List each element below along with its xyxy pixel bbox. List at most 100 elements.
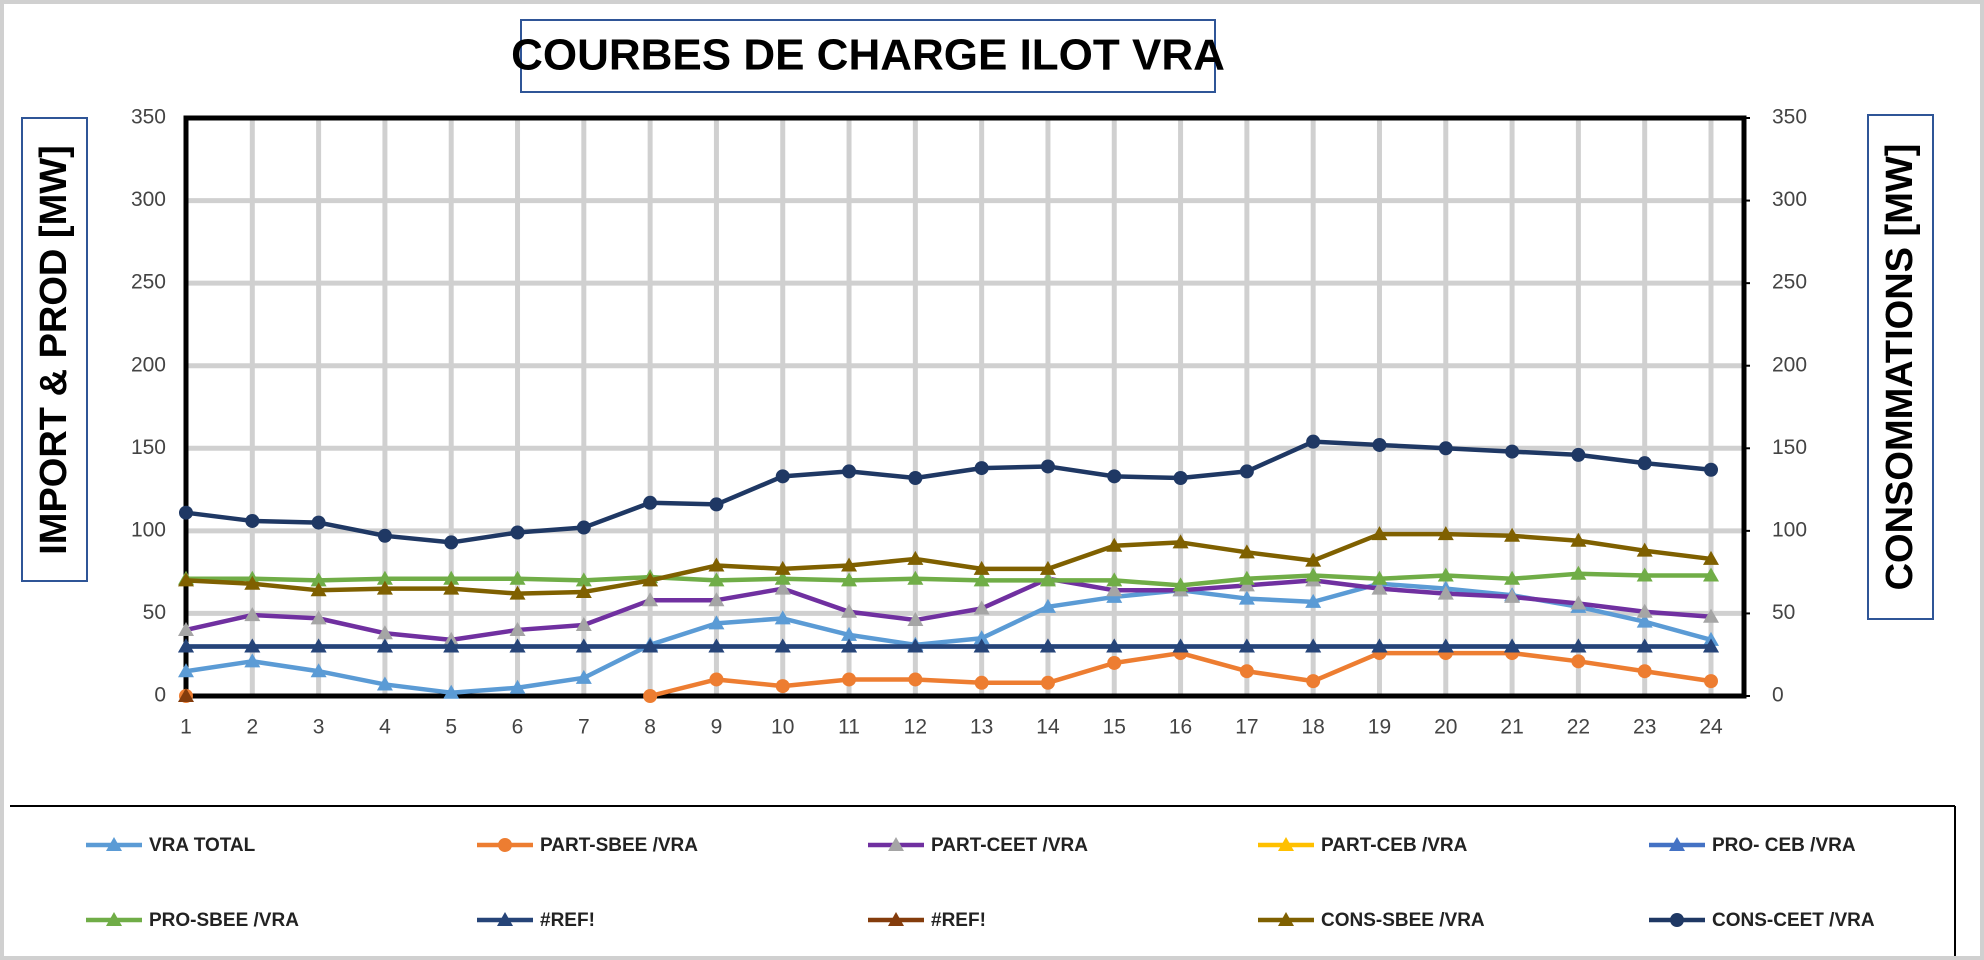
point <box>178 572 194 587</box>
point <box>709 672 724 687</box>
point <box>973 630 990 645</box>
y-tick-label: 150 <box>131 436 166 459</box>
legend-label: VRA TOTAL <box>149 835 256 856</box>
point <box>774 638 791 653</box>
legend-label: CONS-SBEE /VRA <box>1321 910 1485 931</box>
point <box>774 560 791 575</box>
point <box>1504 527 1521 542</box>
point <box>1636 638 1653 653</box>
point <box>1040 675 1055 690</box>
y-label-box <box>21 117 88 582</box>
x-tick-label: 2 <box>246 716 258 739</box>
point <box>1371 638 1388 653</box>
x-tick-label: 6 <box>512 716 524 739</box>
point <box>244 607 261 622</box>
point <box>775 469 790 484</box>
point <box>1106 572 1123 587</box>
point <box>1172 534 1189 549</box>
point <box>1703 550 1719 565</box>
legend-marker <box>106 912 122 926</box>
point <box>907 612 924 627</box>
point <box>1106 582 1123 597</box>
point <box>509 638 526 653</box>
point <box>1371 580 1388 595</box>
x-tick-label: 7 <box>578 716 590 739</box>
point <box>708 638 725 653</box>
point <box>908 672 923 687</box>
point <box>310 582 327 597</box>
y-tick-label: 250 <box>131 271 166 294</box>
point <box>575 616 592 631</box>
y2-tick-label: 150 <box>1772 436 1807 459</box>
point <box>1571 447 1586 462</box>
point <box>1504 638 1521 653</box>
y2-tick-label: 100 <box>1772 518 1807 541</box>
point <box>1437 585 1454 600</box>
legend-marker <box>1670 913 1684 927</box>
series-line <box>185 576 1712 643</box>
x-tick-label: 9 <box>711 716 723 739</box>
point <box>310 610 327 625</box>
point <box>1039 638 1056 653</box>
point <box>1040 459 1055 474</box>
point <box>1371 526 1388 541</box>
point <box>1172 638 1189 653</box>
point <box>1107 469 1122 484</box>
x-tick-label: 19 <box>1368 716 1391 739</box>
point <box>908 471 923 486</box>
point <box>907 550 924 565</box>
point <box>1238 590 1255 605</box>
x-tick-label: 10 <box>771 716 794 739</box>
point <box>841 572 858 587</box>
point <box>443 684 460 699</box>
x-tick-label: 20 <box>1434 716 1457 739</box>
y2-tick-label: 250 <box>1772 271 1807 294</box>
y-tick-label: 300 <box>131 188 166 211</box>
point <box>973 638 990 653</box>
y-axis-label: IMPORT & PROD [MW] <box>33 145 75 555</box>
point <box>376 625 393 640</box>
point <box>1438 441 1453 456</box>
point <box>245 513 260 528</box>
point <box>842 672 857 687</box>
x-tick-label: 3 <box>313 716 325 739</box>
legend-marker <box>1278 837 1294 851</box>
y-tick-label: 50 <box>143 601 166 624</box>
plot-border <box>183 115 1747 699</box>
legend-marker <box>498 838 512 852</box>
point <box>1039 598 1056 613</box>
point <box>973 600 990 615</box>
title-box <box>520 19 1216 93</box>
legend-marker <box>888 912 904 926</box>
legend-label: CONS-CEET /VRA <box>1712 910 1875 931</box>
point <box>1039 572 1056 587</box>
point <box>179 505 193 520</box>
point <box>575 572 592 587</box>
x-tick-label: 18 <box>1301 716 1324 739</box>
point <box>178 638 194 653</box>
y-tick-label: 0 <box>154 684 166 707</box>
point <box>1505 444 1520 459</box>
point <box>1636 613 1653 628</box>
x-tick-label: 17 <box>1235 716 1258 739</box>
point <box>841 557 858 572</box>
chart-title: COURBES DE CHARGE ILOT VRA <box>511 31 1225 80</box>
point <box>642 572 659 587</box>
legend-label: #REF! <box>931 910 986 931</box>
x-tick-label: 8 <box>644 716 656 739</box>
point <box>643 689 658 703</box>
y2-tick-label: 0 <box>1772 684 1784 707</box>
point <box>1239 464 1254 479</box>
point <box>907 570 924 585</box>
point <box>1636 542 1653 557</box>
point <box>1305 638 1322 653</box>
y2-tick-label: 300 <box>1772 188 1807 211</box>
point <box>1437 567 1454 582</box>
point <box>974 675 989 690</box>
legend-marker <box>1278 912 1294 926</box>
point <box>841 603 858 618</box>
legend-label: PRO- CEB /VRA <box>1712 835 1856 856</box>
point <box>376 638 393 653</box>
point <box>708 557 725 572</box>
